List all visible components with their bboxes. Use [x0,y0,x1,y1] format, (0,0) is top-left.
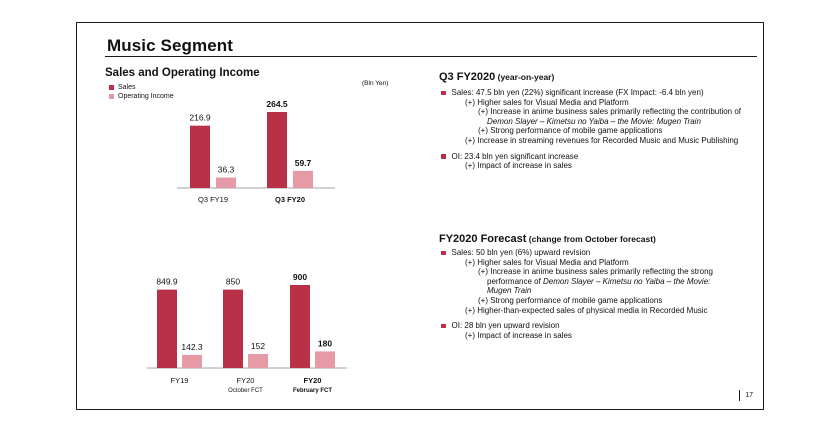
q3-sales-driver-2: (+) Increase in streaming revenues for R… [465,135,739,145]
forecast-sales-driver-1a: (+) Increase in anime business sales pri… [478,267,713,277]
bar-operating-income [315,351,335,368]
data-label: 36.3 [218,165,235,175]
legend-swatch-sales [109,85,114,90]
forecast-sales-driver-1: (+) Higher sales for Visual Media and Pl… [465,257,629,267]
bar-operating-income [216,177,236,188]
unit-label: (Bln Yen) [362,80,389,87]
category-sublabel: February FCT [293,388,332,394]
bullet-square-icon [441,90,446,96]
legend-item-operating-income: Operating Income [109,92,174,101]
q3-sales-driver-1a: (+) Increase in anime business sales pri… [478,107,742,117]
forecast-summary: FY2020 Forecast (change from October for… [439,233,759,340]
forecast-sales-driver-1b: (+) Strong performance of mobile game ap… [478,295,663,305]
forecast-oi-driver-1: (+) Impact of increase in sales [465,330,572,340]
forecast-sales-driver-2: (+) Higher-than-expected sales of physic… [465,305,708,315]
forecast-sales-bullet: Sales: 50 bln yen (6%) upward revision [439,248,759,258]
bar-sales [290,285,310,368]
forecast-heading: FY2020 Forecast (change from October for… [439,233,656,245]
q3-heading: Q3 FY2020 (year-on-year) [439,71,555,83]
q3-oi-bullet: OI: 23.4 bln yen significant increase [439,152,759,162]
legend-label-sales: Sales [118,84,136,91]
page-number: 17 [739,390,753,401]
forecast-oi-bullet: OI: 28 bln yen upward revision [439,321,759,331]
legend-item-sales: Sales [109,83,174,92]
category-label: FY19 [171,376,189,385]
category-label: FY20 [237,376,255,385]
title-rule [105,56,757,57]
chart-legend: Sales Operating Income [109,83,174,101]
category-label: Q3 FY19 [198,195,228,204]
data-label: 59.7 [295,158,312,168]
q3-oi-driver-1: (+) Impact of increase in sales [465,161,572,171]
data-label: 142.3 [181,342,203,352]
forecast-sales-driver-1a-cont2: Mugen Train [487,286,532,296]
bar-operating-income [182,354,202,368]
bar-sales [267,112,287,188]
slide: Music Segment Sales and Operating Income… [76,22,764,410]
data-label: 180 [318,338,332,348]
legend-swatch-operating-income [109,94,114,99]
q3-sales-bullet: Sales: 47.5 bln yen (22%) significant in… [439,88,759,98]
data-label: 850 [226,277,240,287]
legend-label-operating-income: Operating Income [118,93,174,100]
data-label: 849.9 [156,277,178,287]
section-title: Sales and Operating Income [105,67,260,79]
bar-operating-income [248,353,268,368]
data-label: 152 [251,341,265,351]
category-label: FY20 [304,376,322,385]
q3-sales-driver-1b: (+) Strong performance of mobile game ap… [478,126,663,136]
bullet-square-icon [441,154,446,159]
category-label: Q3 FY20 [275,195,305,204]
quarterly-bar-chart: 216.9 36.3 Q3 FY19 264.5 59.7 Q3 FY20 [177,99,335,204]
q3-summary: Q3 FY2020 (year-on-year) Sales: 47.5 bln… [439,71,759,171]
bar-sales [223,289,243,368]
q3-sales-driver-1: (+) Higher sales for Visual Media and Pl… [465,97,629,107]
data-label: 216.9 [189,113,211,123]
bar-sales [190,125,210,188]
category-sublabel: October FCT [228,388,263,394]
forecast-sales-driver-1a-cont: performance of Demon Slayer – Kimetsu no… [487,276,711,286]
bullet-square-icon [441,250,446,256]
bar-operating-income [293,170,313,188]
data-label: 264.5 [266,99,288,109]
page-title: Music Segment [107,36,233,55]
q3-sales-driver-1a-cont: Demon Slayer – Kimetsu no Yaiba – the Mo… [487,116,701,126]
data-label: 900 [293,272,307,282]
bullet-square-icon [441,323,446,329]
annual-bar-chart: 849.9 142.3 FY19 850 152 FY20 October FCT 900 18… [147,272,347,394]
bar-sales [157,289,177,368]
